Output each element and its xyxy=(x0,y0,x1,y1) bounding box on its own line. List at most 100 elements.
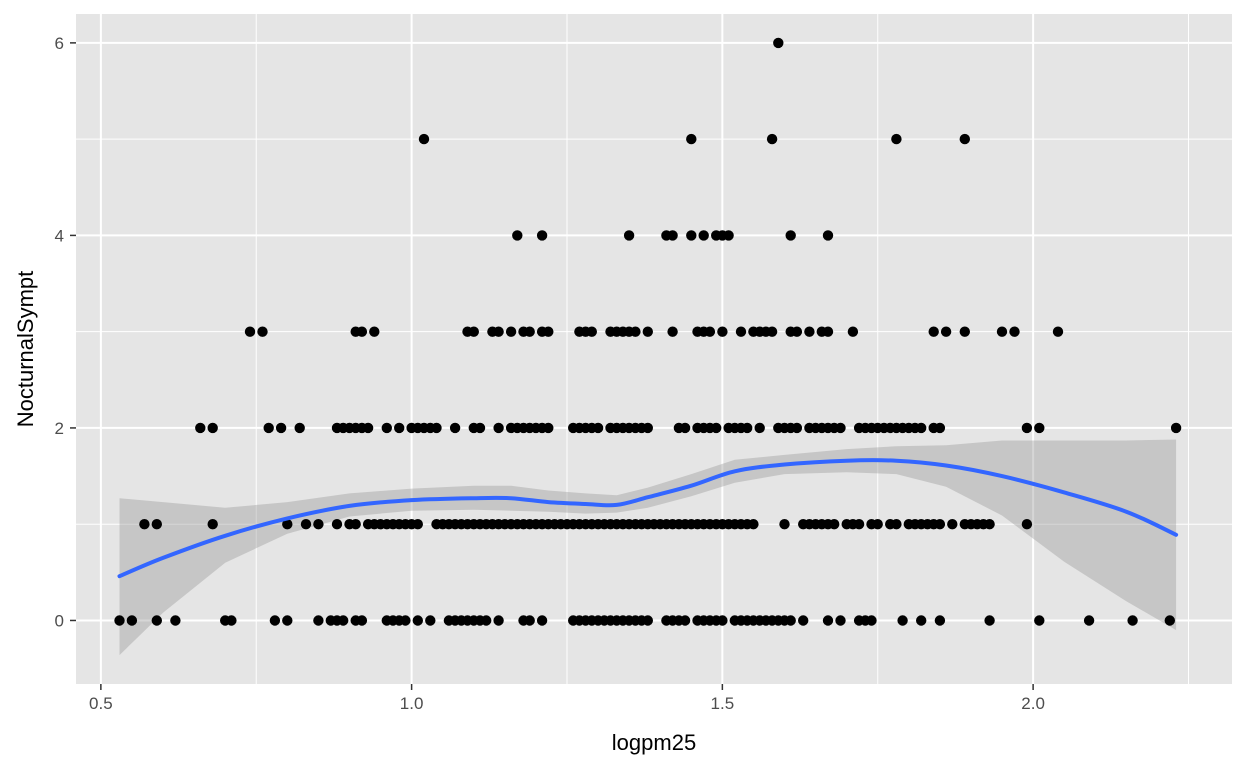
data-point xyxy=(313,615,324,626)
data-point xyxy=(257,326,268,337)
data-point xyxy=(331,519,343,530)
data-point xyxy=(785,615,796,626)
x-tick-label: 1.0 xyxy=(400,694,424,713)
data-point xyxy=(474,422,486,434)
data-point xyxy=(791,422,803,434)
data-point xyxy=(748,519,759,530)
data-point xyxy=(338,615,349,626)
y-tick-label: 0 xyxy=(55,611,64,630)
data-point xyxy=(512,230,523,241)
data-point xyxy=(536,230,548,241)
data-point xyxy=(984,519,995,530)
data-point xyxy=(642,615,653,626)
data-point xyxy=(313,519,324,530)
data-point xyxy=(822,615,834,626)
data-point xyxy=(742,422,753,434)
data-point xyxy=(350,519,361,530)
data-point xyxy=(394,422,405,434)
data-point xyxy=(1034,615,1045,626)
data-point xyxy=(891,133,902,145)
data-point xyxy=(381,422,392,434)
data-point xyxy=(207,422,218,434)
data-point xyxy=(822,326,834,337)
data-point xyxy=(412,519,423,530)
confidence-band xyxy=(119,439,1177,656)
data-point xyxy=(835,615,846,626)
data-point xyxy=(791,326,803,337)
data-point xyxy=(916,615,927,626)
data-point xyxy=(1021,519,1033,530)
data-point xyxy=(481,615,492,626)
data-point xyxy=(493,422,504,434)
data-point xyxy=(282,615,293,626)
data-point xyxy=(686,133,697,145)
data-point xyxy=(679,422,691,434)
data-point xyxy=(667,230,678,241)
x-axis-title: logpm25 xyxy=(612,730,696,755)
data-point xyxy=(282,519,293,530)
data-point xyxy=(642,326,653,337)
data-point xyxy=(872,519,883,530)
x-axis: 0.5 1.0 1.5 2.0 xyxy=(89,684,1045,713)
data-point xyxy=(642,422,653,434)
y-axis: 0 2 4 6 xyxy=(55,34,76,630)
data-point xyxy=(126,615,138,626)
data-point xyxy=(785,230,796,241)
data-point xyxy=(244,326,256,337)
data-point xyxy=(356,326,368,337)
data-point xyxy=(984,615,995,626)
data-point xyxy=(897,615,908,626)
y-axis-title: NocturnalSympt xyxy=(13,271,38,428)
data-point xyxy=(543,326,554,337)
data-point xyxy=(934,519,946,530)
data-point xyxy=(1164,615,1176,626)
data-point xyxy=(493,615,504,626)
y-tick-label: 2 xyxy=(55,419,64,438)
data-point xyxy=(766,326,778,337)
data-point xyxy=(139,519,150,530)
data-point xyxy=(524,326,535,337)
data-point xyxy=(959,326,970,337)
data-point xyxy=(1052,326,1064,337)
data-point xyxy=(1009,326,1020,337)
data-point xyxy=(947,519,958,530)
data-point xyxy=(723,230,734,241)
data-point xyxy=(356,615,368,626)
data-point xyxy=(1127,615,1138,626)
smooth-line xyxy=(117,458,1179,579)
data-point xyxy=(151,615,162,626)
data-points xyxy=(114,37,1182,626)
data-point xyxy=(916,422,927,434)
x-tick-label: 0.5 xyxy=(89,694,113,713)
data-point xyxy=(1021,422,1033,434)
data-point xyxy=(505,326,517,337)
data-point xyxy=(717,326,728,337)
data-point xyxy=(711,422,722,434)
data-point xyxy=(959,133,970,145)
data-point xyxy=(630,326,641,337)
data-point xyxy=(835,422,846,434)
data-point xyxy=(425,615,436,626)
data-point xyxy=(300,519,312,530)
data-point xyxy=(226,615,237,626)
data-point xyxy=(853,519,865,530)
data-point xyxy=(940,326,952,337)
data-point xyxy=(536,615,548,626)
data-point xyxy=(996,326,1008,337)
data-point xyxy=(468,326,479,337)
data-point xyxy=(679,615,691,626)
data-point xyxy=(412,615,423,626)
data-point xyxy=(195,422,206,434)
data-point xyxy=(779,519,790,530)
data-point xyxy=(592,422,604,434)
data-point xyxy=(934,422,946,434)
data-point xyxy=(586,326,597,337)
data-point xyxy=(431,422,442,434)
data-point xyxy=(686,230,697,241)
data-point xyxy=(269,615,281,626)
data-point xyxy=(735,326,747,337)
data-point xyxy=(369,326,380,337)
data-point xyxy=(1083,615,1095,626)
data-point xyxy=(891,519,902,530)
